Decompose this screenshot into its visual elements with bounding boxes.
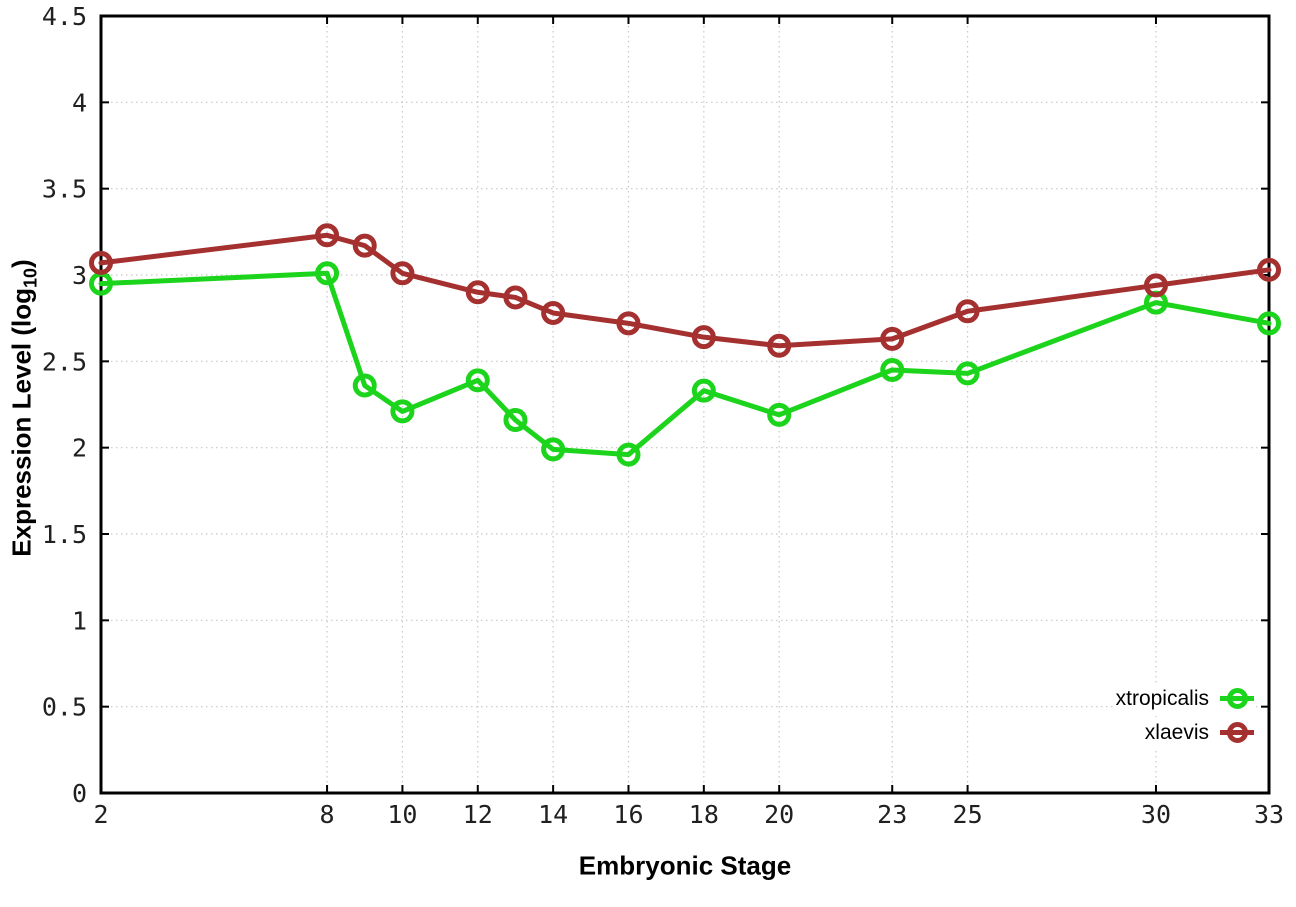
x-axis-title: Embryonic Stage bbox=[578, 850, 792, 881]
data-point bbox=[955, 361, 980, 386]
y-tick-label: 4.5 bbox=[42, 2, 87, 31]
x-tick-label: 25 bbox=[953, 800, 983, 829]
legend: xtropicalis xlaevis bbox=[1113, 683, 1256, 748]
data-point bbox=[465, 368, 490, 393]
data-point bbox=[616, 311, 641, 336]
data-point bbox=[880, 357, 905, 382]
x-tick-label: 12 bbox=[463, 800, 493, 829]
y-tick-label: 1.5 bbox=[42, 520, 87, 549]
x-tick-label: 30 bbox=[1141, 800, 1171, 829]
x-tick-label: 18 bbox=[689, 800, 719, 829]
y-axis-title-subscript: 10 bbox=[20, 267, 41, 288]
tick-labels: 2 8 10 12 14 16 18 20 23 25 30 33 0 0.5 1 1.5 2 2.5 3 3.5 4 4… bbox=[42, 2, 1284, 829]
y-tick-label: 3 bbox=[72, 261, 87, 290]
point-marker-icon bbox=[1226, 687, 1248, 709]
data-point bbox=[541, 300, 566, 325]
data-point bbox=[390, 261, 415, 286]
plot-border bbox=[99, 14, 1271, 795]
point-marker-icon bbox=[1226, 721, 1248, 743]
data-point bbox=[1143, 273, 1168, 298]
data-point bbox=[503, 408, 528, 433]
data-point bbox=[465, 280, 490, 305]
data-point bbox=[352, 373, 377, 398]
data-point bbox=[503, 285, 528, 310]
legend-item-xlaevis: xlaevis bbox=[1142, 717, 1256, 748]
y-axis-title-text: Expression Level (log bbox=[6, 287, 37, 557]
data-point bbox=[315, 223, 340, 248]
data-point bbox=[315, 261, 340, 286]
data-point bbox=[767, 333, 792, 358]
y-axis-title-suffix: ) bbox=[6, 259, 37, 268]
data-point bbox=[767, 402, 792, 427]
data-point bbox=[541, 437, 566, 462]
data-point bbox=[1257, 257, 1281, 282]
data-point bbox=[955, 299, 980, 324]
legend-item-xtropicalis: xtropicalis bbox=[1113, 683, 1256, 714]
data-point bbox=[691, 325, 716, 350]
x-tick-label: 23 bbox=[877, 800, 907, 829]
x-tick-label: 20 bbox=[764, 800, 794, 829]
y-tick-label: 0.5 bbox=[42, 693, 87, 722]
series-xtropicalis bbox=[89, 261, 1281, 467]
data-point bbox=[880, 326, 905, 351]
data-point bbox=[352, 233, 377, 258]
y-tick-label: 3.5 bbox=[42, 175, 87, 204]
series-sample-icon bbox=[1220, 687, 1254, 710]
x-tick-label: 16 bbox=[613, 800, 643, 829]
y-tick-label: 4 bbox=[72, 88, 87, 117]
series-sample-icon bbox=[1220, 721, 1254, 744]
y-tick-label: 2 bbox=[72, 434, 87, 463]
x-tick-label: 14 bbox=[538, 800, 568, 829]
x-tick-label: 10 bbox=[387, 800, 417, 829]
data-point bbox=[1257, 311, 1281, 336]
x-tick-label: 8 bbox=[320, 800, 335, 829]
x-tick-label: 2 bbox=[93, 800, 108, 829]
data-point bbox=[691, 378, 716, 403]
y-tick-label: 0 bbox=[72, 779, 87, 808]
y-tick-label: 2.5 bbox=[42, 347, 87, 376]
series-xlaevis bbox=[89, 223, 1281, 358]
legend-label: xlaevis bbox=[1144, 720, 1209, 744]
legend-label: xtropicalis bbox=[1115, 686, 1209, 710]
y-axis-title: Expression Level (log10) bbox=[6, 259, 41, 556]
data-point bbox=[89, 250, 113, 275]
x-tick-label: 33 bbox=[1254, 800, 1284, 829]
y-tick-label: 1 bbox=[72, 606, 87, 635]
data-point bbox=[390, 399, 415, 424]
data-point bbox=[616, 442, 641, 467]
